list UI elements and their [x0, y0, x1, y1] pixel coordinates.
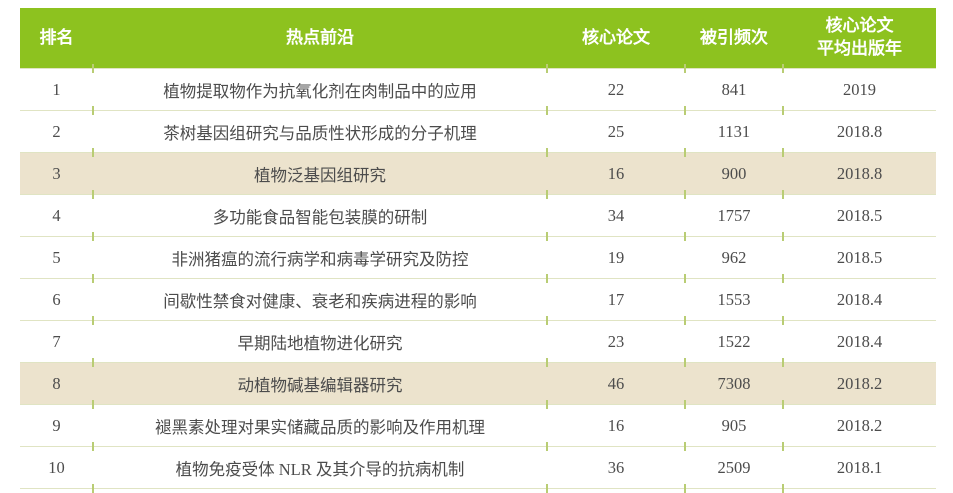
cell-rank: 10 [20, 446, 94, 493]
cell-core-papers: 19 [547, 236, 686, 283]
cell-rank: 8 [20, 362, 94, 409]
cell-topic: 植物提取物作为抗氧化剂在肉制品中的应用 [93, 68, 548, 115]
cell-avg-pub-year: 2018.2 [783, 362, 936, 405]
cell-avg-pub-year: 2018.4 [783, 320, 936, 363]
cell-topic: 植物泛基因组研究 [93, 152, 548, 199]
table-row: 10 植物免疫受体 NLR 及其介导的抗病机制 36 2509 2018.1 [20, 446, 936, 493]
cell-core-papers: 25 [547, 110, 686, 157]
cell-citations: 1522 [685, 320, 784, 367]
table-row: 8 动植物碱基编辑器研究 46 7308 2018.2 [20, 362, 936, 409]
cell-rank: 7 [20, 320, 94, 367]
cell-rank: 4 [20, 194, 94, 241]
hot-frontiers-table: 排名 热点前沿 核心论文 被引频次 核心论文 平均出版年 1 植物提取物作为抗氧… [20, 8, 936, 493]
cell-avg-pub-year: 2019 [783, 68, 936, 111]
header-row: 排名 热点前沿 核心论文 被引频次 核心论文 平均出版年 [20, 8, 936, 73]
table-row: 3 植物泛基因组研究 16 900 2018.8 [20, 152, 936, 199]
table-row: 5 非洲猪瘟的流行病学和病毒学研究及防控 19 962 2018.5 [20, 236, 936, 283]
cell-avg-pub-year: 2018.2 [783, 404, 936, 447]
cell-citations: 962 [685, 236, 784, 283]
cell-topic: 动植物碱基编辑器研究 [93, 362, 548, 409]
cell-core-papers: 46 [547, 362, 686, 409]
cell-core-papers: 16 [547, 152, 686, 199]
cell-citations: 841 [685, 68, 784, 115]
table-body: 1 植物提取物作为抗氧化剂在肉制品中的应用 22 841 2019 2 茶树基因… [20, 68, 936, 493]
cell-citations: 905 [685, 404, 784, 451]
cell-avg-pub-year: 2018.5 [783, 236, 936, 279]
cell-rank: 3 [20, 152, 94, 199]
cell-avg-pub-year: 2018.5 [783, 194, 936, 237]
cell-citations: 1131 [685, 110, 784, 157]
header-citations: 被引频次 [685, 8, 784, 73]
table-row: 2 茶树基因组研究与品质性状形成的分子机理 25 1131 2018.8 [20, 110, 936, 157]
cell-citations: 1757 [685, 194, 784, 241]
cell-rank: 9 [20, 404, 94, 451]
header-rank: 排名 [20, 8, 94, 73]
cell-citations: 7308 [685, 362, 784, 409]
cell-core-papers: 22 [547, 68, 686, 115]
cell-core-papers: 34 [547, 194, 686, 241]
cell-rank: 6 [20, 278, 94, 325]
header-avg-pub-year: 核心论文 平均出版年 [783, 8, 936, 69]
cell-topic: 植物免疫受体 NLR 及其介导的抗病机制 [93, 446, 548, 493]
table-row: 9 褪黑素处理对果实储藏品质的影响及作用机理 16 905 2018.2 [20, 404, 936, 451]
cell-citations: 900 [685, 152, 784, 199]
cell-core-papers: 23 [547, 320, 686, 367]
cell-topic: 间歇性禁食对健康、衰老和疾病进程的影响 [93, 278, 548, 325]
cell-avg-pub-year: 2018.8 [783, 152, 936, 195]
cell-rank: 1 [20, 68, 94, 115]
cell-core-papers: 36 [547, 446, 686, 493]
cell-topic: 褪黑素处理对果实储藏品质的影响及作用机理 [93, 404, 548, 451]
header-topic: 热点前沿 [93, 8, 548, 73]
cell-avg-pub-year: 2018.4 [783, 278, 936, 321]
cell-topic: 茶树基因组研究与品质性状形成的分子机理 [93, 110, 548, 157]
table-row: 1 植物提取物作为抗氧化剂在肉制品中的应用 22 841 2019 [20, 68, 936, 115]
table-header: 排名 热点前沿 核心论文 被引频次 核心论文 平均出版年 [20, 8, 936, 73]
cell-core-papers: 17 [547, 278, 686, 325]
table-row: 6 间歇性禁食对健康、衰老和疾病进程的影响 17 1553 2018.4 [20, 278, 936, 325]
cell-rank: 5 [20, 236, 94, 283]
cell-core-papers: 16 [547, 404, 686, 451]
table-row: 7 早期陆地植物进化研究 23 1522 2018.4 [20, 320, 936, 367]
cell-citations: 2509 [685, 446, 784, 493]
cell-avg-pub-year: 2018.8 [783, 110, 936, 153]
cell-topic: 多功能食品智能包装膜的研制 [93, 194, 548, 241]
cell-topic: 早期陆地植物进化研究 [93, 320, 548, 367]
cell-citations: 1553 [685, 278, 784, 325]
table-row: 4 多功能食品智能包装膜的研制 34 1757 2018.5 [20, 194, 936, 241]
cell-topic: 非洲猪瘟的流行病学和病毒学研究及防控 [93, 236, 548, 283]
cell-avg-pub-year: 2018.1 [783, 446, 936, 489]
cell-rank: 2 [20, 110, 94, 157]
header-core-papers: 核心论文 [547, 8, 686, 73]
